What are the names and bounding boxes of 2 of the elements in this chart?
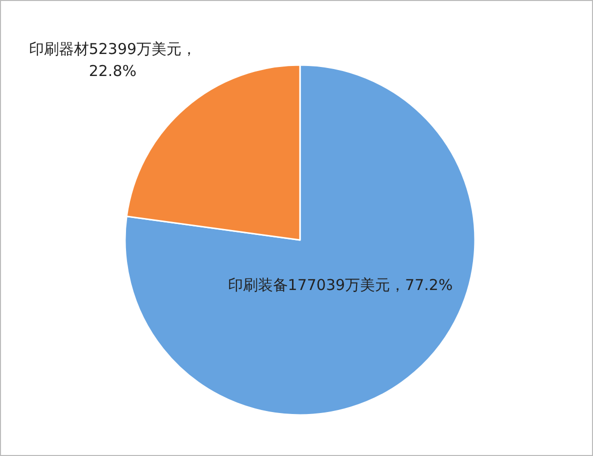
data-label: 印刷器材52399万美元，22.8% [28, 39, 198, 82]
data-label: 印刷装备177039万美元，77.2% [226, 275, 454, 296]
